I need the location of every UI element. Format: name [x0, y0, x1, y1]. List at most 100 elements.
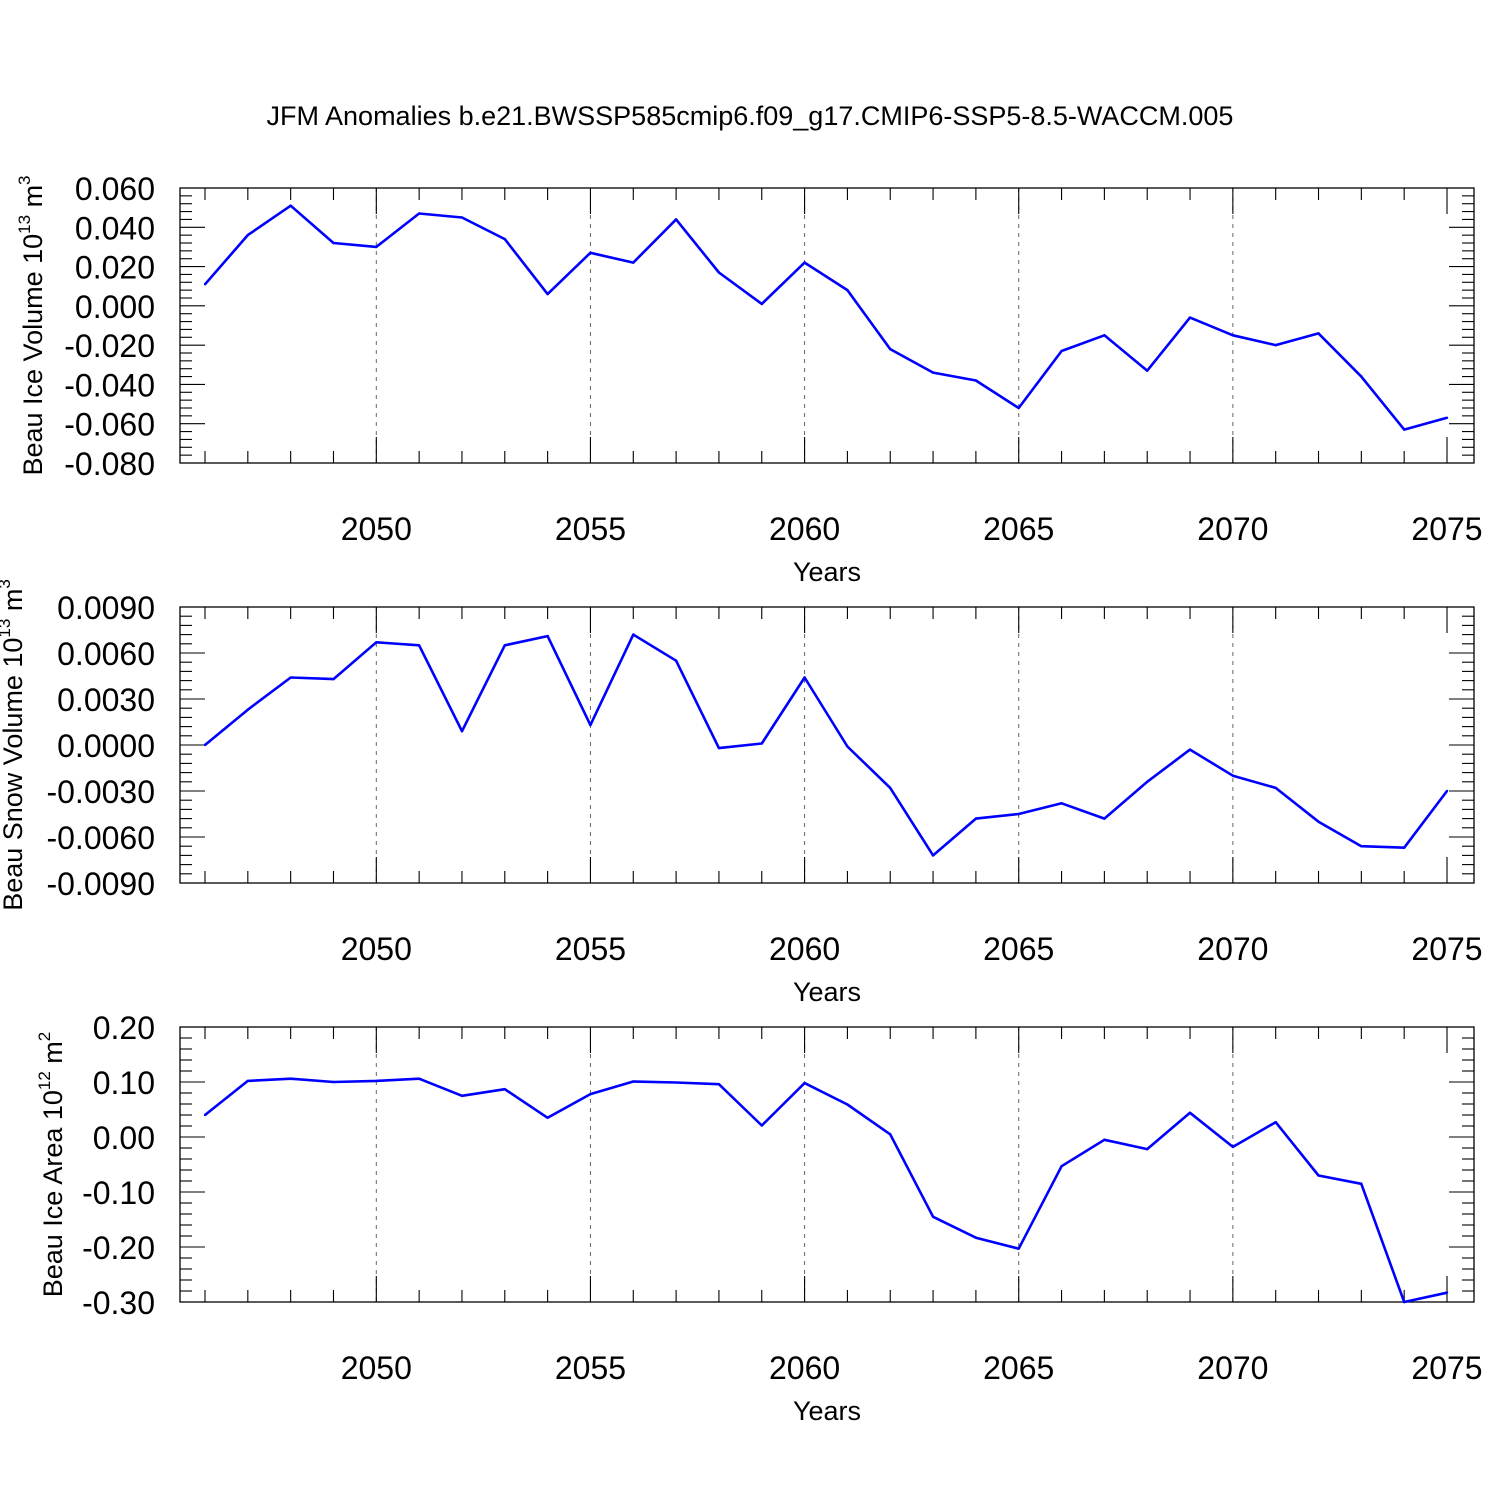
y-tick-label: -0.060	[64, 407, 155, 443]
data-point	[1402, 846, 1406, 849]
data-point	[1274, 343, 1277, 347]
y-tick-label: 0.020	[75, 250, 155, 286]
panel-2: 2050 2055 2060 2065 2070 2075 Years 0.0090 0.006…	[0, 579, 1483, 1007]
y-tick-label: 0.00	[93, 1120, 155, 1156]
x-tick-label: 2070	[1197, 931, 1268, 967]
data-point	[1103, 817, 1106, 820]
data-point	[1017, 812, 1020, 816]
data-point	[1103, 334, 1106, 337]
y-tick-label: -0.0060	[46, 820, 155, 856]
data-point	[1402, 428, 1406, 431]
x-tick-label: 2060	[769, 1350, 840, 1386]
data-point	[289, 204, 292, 207]
data-point	[632, 1080, 635, 1083]
data-point	[203, 283, 207, 286]
y-tick-label: -0.0030	[46, 774, 155, 810]
data-point	[289, 676, 292, 679]
y-tick-label: 0.040	[75, 210, 155, 246]
y-tick-label: -0.30	[82, 1285, 155, 1321]
data-point	[589, 251, 592, 255]
data-point	[889, 786, 892, 790]
data-point	[1146, 369, 1149, 372]
y-tick-label: 0.0000	[57, 728, 155, 764]
y-tick-label: 0.20	[93, 1010, 155, 1046]
data-point	[417, 212, 421, 215]
data-point	[460, 1094, 464, 1097]
figure-title: JFM Anomalies b.e21.BWSSP585cmip6.f09_g1…	[267, 101, 1234, 131]
x-tick-label: 2050	[341, 511, 412, 547]
x-tick-label: 2065	[983, 1350, 1054, 1386]
series-line	[204, 204, 1448, 431]
data-point	[589, 723, 592, 727]
data-point	[931, 1215, 935, 1218]
data-point	[846, 288, 849, 292]
y-tick-label: -0.10	[82, 1175, 155, 1211]
data-point	[1060, 349, 1063, 353]
data-point	[931, 371, 935, 374]
y-tick-label: -0.20	[82, 1230, 155, 1266]
data-point	[931, 854, 935, 857]
data-point	[332, 241, 335, 245]
x-tick-label: 2060	[769, 511, 840, 547]
data-point	[1188, 748, 1192, 751]
y-tick-label: -0.020	[64, 328, 155, 364]
data-point	[589, 1092, 592, 1096]
x-tick-label: 2075	[1411, 511, 1482, 547]
data-point	[332, 677, 335, 681]
data-point	[417, 1077, 421, 1080]
data-point	[1188, 316, 1192, 319]
data-point	[1231, 334, 1235, 337]
data-point	[1060, 1164, 1063, 1168]
data-point	[246, 708, 250, 711]
data-point	[460, 730, 464, 733]
data-point	[1103, 1138, 1106, 1141]
data-point	[203, 1113, 207, 1117]
data-point	[974, 379, 978, 382]
data-point	[1017, 1247, 1020, 1250]
panel-3: 2050 2055 2060 2065 2070 2075 Years 0.20 0.10 0.0…	[35, 1010, 1483, 1426]
data-point	[546, 292, 549, 296]
data-point	[1317, 1174, 1320, 1177]
x-tick-label: 2075	[1411, 931, 1482, 967]
data-point	[803, 261, 806, 264]
data-point	[332, 1080, 335, 1084]
data-point	[674, 1081, 678, 1084]
data-point	[803, 676, 806, 679]
data-point	[717, 1083, 721, 1086]
data-point	[632, 633, 635, 636]
data-point	[1360, 375, 1363, 378]
data-point	[375, 245, 378, 249]
plot-frame	[179, 606, 1475, 884]
x-tick-label: 2070	[1197, 511, 1268, 547]
data-point	[889, 347, 892, 351]
data-point	[1445, 1291, 1449, 1294]
data-point	[1274, 786, 1277, 790]
data-point	[1317, 820, 1320, 823]
data-point	[289, 1077, 292, 1080]
data-point	[1445, 416, 1449, 420]
data-point	[974, 817, 978, 820]
x-axis-label: Years	[793, 1396, 861, 1426]
data-point	[1360, 845, 1363, 848]
data-point	[803, 1081, 806, 1085]
y-tick-label: 0.060	[75, 171, 155, 207]
x-tick-label: 2050	[341, 1350, 412, 1386]
data-point	[1402, 1300, 1406, 1304]
y-tick-label: 0.0060	[57, 636, 155, 672]
data-point	[546, 1116, 549, 1119]
y-tick-label: -0.0090	[46, 866, 155, 902]
plot-frame	[179, 187, 1475, 464]
data-point	[503, 237, 506, 241]
x-tick-label: 2070	[1197, 1350, 1268, 1386]
y-tick-label: 0.000	[75, 289, 155, 325]
data-point	[1146, 780, 1149, 783]
data-point	[1317, 332, 1320, 335]
y-tick-label: 0.10	[93, 1065, 155, 1101]
x-axis-label: Years	[793, 977, 861, 1007]
data-point	[674, 659, 678, 662]
y-tick-label: -0.040	[64, 367, 155, 403]
x-tick-label: 2075	[1411, 1350, 1482, 1386]
data-point	[846, 1103, 849, 1106]
data-point	[632, 261, 635, 264]
